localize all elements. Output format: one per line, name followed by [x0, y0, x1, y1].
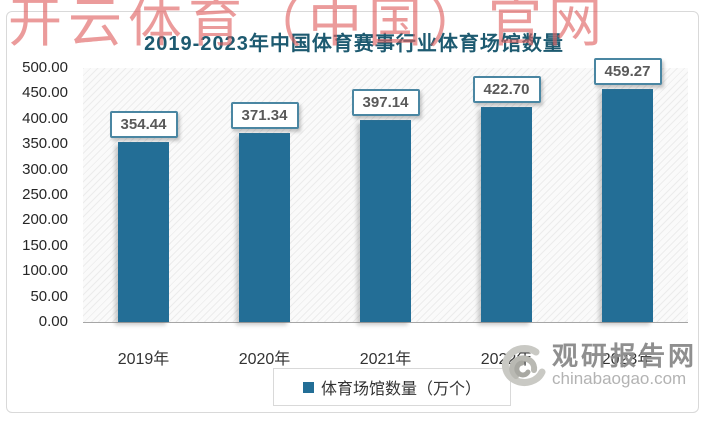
y-tick-label: 500.00 [22, 59, 68, 76]
bar-value-label: 371.34 [230, 102, 299, 129]
bar-slot: 459.27 [567, 58, 688, 322]
plot-area: 354.44 371.34 397.14 422.70 459.27 [83, 58, 688, 323]
x-axis-label: 2023年 [601, 351, 654, 368]
brand-logo: 观研报告网 chinabaogao.com [498, 342, 697, 399]
brand-name: 观研报告网 [552, 341, 698, 371]
y-tick-label: 200.00 [22, 211, 68, 229]
bar-slot: 354.44 [83, 68, 204, 322]
bar-value-label: 459.27 [593, 58, 662, 85]
x-axis-label: 2019年 [117, 351, 170, 368]
chart-title: 2019-2023年中国体育赛事行业体育场馆数量 [144, 33, 564, 55]
bar-value-label: 397.14 [351, 89, 420, 116]
legend: 体育场馆数量（万个） [273, 368, 511, 406]
bar [481, 107, 532, 322]
y-tick-label: 400.00 [22, 109, 68, 127]
y-tick-label: 150.00 [22, 236, 68, 254]
bar [360, 120, 411, 322]
bar-slot: 371.34 [204, 68, 325, 322]
legend-series-label: 体育场馆数量（万个） [320, 381, 481, 398]
brand-text-block: 观研报告网 chinabaogao.com [552, 342, 697, 388]
y-tick-label: 300.00 [22, 160, 68, 178]
bar [239, 133, 290, 322]
bar [118, 142, 169, 322]
bar [602, 89, 653, 322]
x-axis: 2019年 2020年 2021年 2022年 2023年 [83, 345, 688, 369]
legend-marker-square-icon [302, 381, 314, 393]
bar-value-label: 354.44 [109, 111, 178, 138]
y-tick-label: 350.00 [22, 135, 68, 153]
x-axis-label: 2020年 [238, 351, 291, 368]
y-tick-label: 100.00 [22, 262, 68, 280]
bar-slot: 397.14 [325, 68, 446, 322]
x-axis-label: 2021年 [359, 351, 412, 368]
bar-slot: 422.70 [446, 68, 567, 322]
y-tick-label: 450.00 [22, 84, 68, 102]
y-tick-label: 0.00 [38, 313, 68, 330]
bar-value-label: 422.70 [472, 76, 541, 103]
y-tick-label: 250.00 [22, 186, 68, 203]
brand-domain: chinabaogao.com [552, 369, 687, 388]
swirl-logo-icon [498, 342, 548, 399]
y-tick-label: 50.00 [30, 287, 68, 305]
